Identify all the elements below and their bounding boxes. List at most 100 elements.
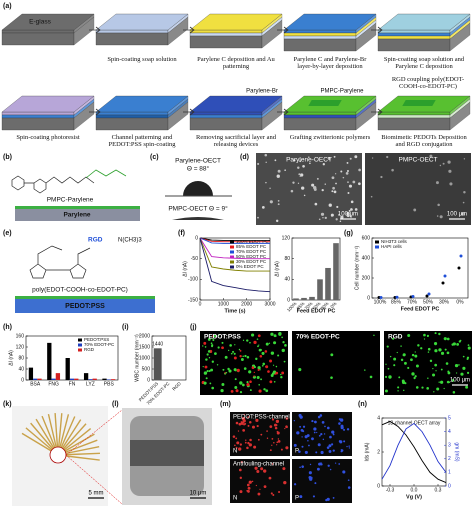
layer-edge: [73, 101, 95, 131]
cell: [203, 371, 208, 375]
point: [379, 296, 383, 299]
label: (k): [3, 401, 12, 408]
cell: [247, 486, 251, 490]
legend-swatch: [78, 348, 82, 352]
arrow: [277, 26, 289, 34]
layer-side: [189, 117, 263, 131]
cell: [314, 202, 318, 206]
cell: [239, 490, 243, 494]
cell: [467, 346, 471, 350]
layer-edge: [261, 101, 283, 131]
y-tick-label: 0: [195, 235, 198, 241]
cell: [217, 346, 220, 349]
cell: [321, 188, 324, 192]
y-axis-label: Cell number (mm⁻²): [354, 246, 360, 291]
cell: [347, 479, 350, 482]
cell: [277, 200, 280, 202]
label: (h): [3, 324, 12, 331]
cell: [302, 164, 305, 168]
cell: [414, 351, 416, 353]
cell: [281, 336, 283, 339]
cell: [454, 363, 459, 368]
plot-frame: [371, 237, 469, 299]
cell: [285, 446, 288, 449]
label: (n): [358, 401, 367, 408]
cell: [358, 168, 361, 172]
cell: [301, 465, 304, 468]
label: N: [233, 449, 237, 455]
cell: [211, 337, 213, 340]
cell: [269, 425, 273, 428]
cell: [339, 418, 344, 422]
cell: [323, 433, 326, 435]
cell: [246, 339, 249, 342]
cell: [250, 333, 255, 337]
cell: [235, 446, 238, 449]
cell: [312, 495, 316, 498]
cell: [273, 441, 275, 444]
layer-side: [283, 32, 357, 37]
cell: [280, 448, 283, 451]
cell: [427, 347, 431, 351]
cell: [316, 431, 318, 434]
cell: [261, 351, 265, 355]
cell: [269, 200, 273, 204]
cell: [238, 348, 241, 351]
x-tick-label: 2000: [241, 301, 252, 307]
cell: [342, 176, 345, 179]
point: [441, 281, 445, 285]
cell: [432, 373, 436, 377]
cell: [238, 422, 242, 426]
cell: [440, 351, 445, 355]
label: (g): [344, 230, 353, 237]
cell: [352, 180, 356, 184]
micrograph: [230, 459, 290, 503]
y2-tick-label: 4: [448, 429, 451, 435]
cell: [211, 345, 214, 348]
cell: [334, 462, 337, 464]
cell: [404, 361, 407, 365]
legend-swatch: [230, 250, 234, 254]
y-tick-label: 0: [21, 377, 24, 383]
point: [443, 274, 447, 278]
y2-tick-label: 1: [448, 470, 451, 476]
cell: [269, 359, 273, 363]
cell: [211, 360, 214, 363]
cell: [316, 177, 319, 180]
cell: [244, 354, 247, 358]
legend-label: 100% EDOT PC: [236, 239, 269, 244]
cell: [243, 413, 246, 416]
layer-side: [377, 114, 451, 119]
cell: [276, 430, 278, 433]
cell: [271, 444, 273, 446]
bar: [333, 243, 339, 300]
cell: [263, 469, 267, 473]
label: 100 μm: [338, 212, 358, 218]
layer-side: [189, 35, 263, 49]
cell: [261, 364, 264, 367]
series-line: [199, 237, 270, 272]
bar: [65, 358, 70, 380]
cell: [308, 471, 312, 475]
arrow: [183, 108, 195, 116]
cell: [324, 425, 326, 428]
cell: [206, 370, 209, 373]
cell: [402, 353, 406, 357]
layer-top: [189, 13, 283, 31]
cell: [280, 375, 283, 379]
bar: [28, 367, 34, 380]
label: N(CH3)3: [118, 238, 142, 244]
caption: Channel patterning and PEDOT:PSS spin-co…: [108, 134, 176, 148]
pmpc-layer: [15, 206, 140, 209]
x-axis-label: Time (s): [225, 308, 246, 314]
bar: [92, 378, 97, 380]
cell: [411, 372, 415, 376]
cell: [423, 333, 426, 337]
y-axis-label: ΔI (nA): [274, 261, 280, 277]
cell: [230, 389, 234, 393]
cell: [268, 476, 272, 480]
bar: [325, 267, 331, 300]
cell: [233, 352, 236, 355]
cell: [350, 208, 353, 211]
layer-edge: [261, 19, 283, 49]
